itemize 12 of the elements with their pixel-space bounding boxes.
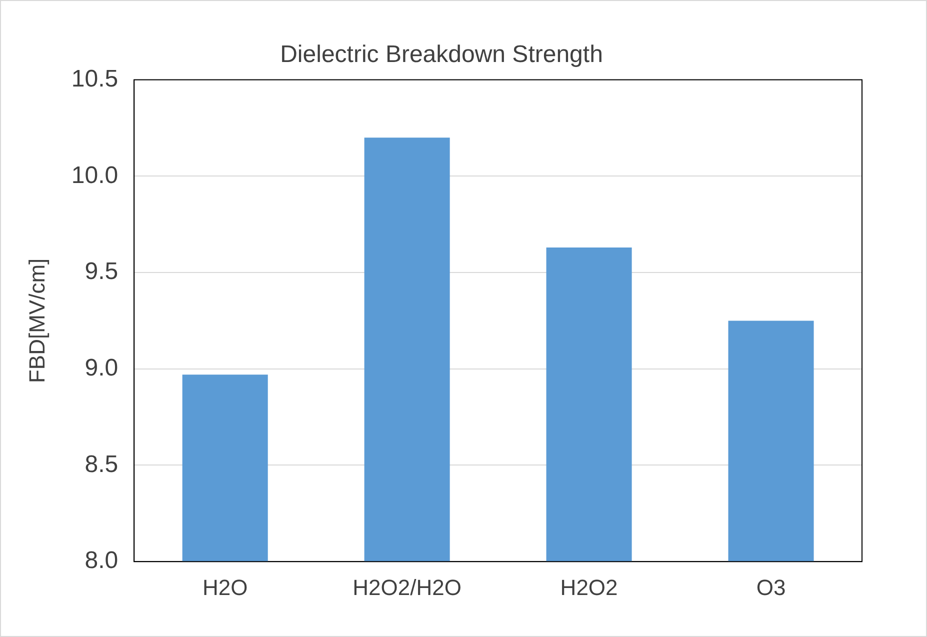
y-axis-title: FBD[MV/cm] — [24, 258, 50, 384]
y-tick-label: 8.5 — [84, 450, 118, 478]
y-tick-label: 10.5 — [71, 65, 118, 92]
y-tick-label: 8.0 — [84, 547, 118, 574]
chart-title: Dielectric Breakdown Strength — [280, 41, 603, 68]
y-tick-label: 9.0 — [84, 354, 118, 382]
x-tick-label: O3 — [756, 574, 786, 600]
x-tick-label: H2O2 — [560, 574, 618, 600]
y-tick-label: 9.5 — [84, 258, 118, 286]
y-tick-label: 10.0 — [71, 162, 118, 189]
x-tick-label: H2O2/H2O — [352, 574, 462, 600]
x-tick-label: H2O — [202, 574, 248, 600]
